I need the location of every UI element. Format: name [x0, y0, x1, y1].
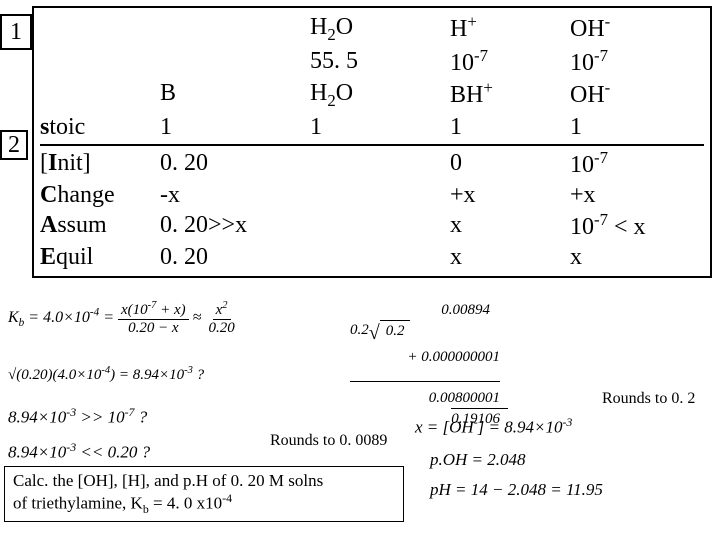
rounds-to-0089: Rounds to 0. 0089: [270, 432, 387, 450]
row-change-oh: +x: [570, 180, 700, 210]
row-init-oh: 10-7: [570, 148, 700, 180]
check-2: 8.94×10-3 << 0.20 ?: [8, 440, 150, 463]
row-init-label: [Init]: [40, 148, 160, 180]
poh-equation: p.OH = 2.048: [430, 450, 526, 470]
row-equil-oh: x: [570, 242, 700, 272]
row-init-b: 0. 20: [160, 148, 310, 180]
row-assum-oh: 10-7 < x: [570, 210, 700, 242]
hdr2-h2o: 55. 5: [310, 46, 440, 78]
check-1: 8.94×10-3 >> 10-7 ?: [8, 405, 147, 428]
row-init-hplus: 0: [440, 148, 570, 180]
hdr2-oh: 10-7: [570, 46, 700, 78]
row-equil-hplus: x: [440, 242, 570, 272]
hdr2-hplus: 10-7: [440, 46, 570, 78]
row-assum-hplus: x: [440, 210, 570, 242]
row-equil-b: 0. 20: [160, 242, 310, 272]
row-stoic-hplus: 1: [440, 112, 570, 142]
row-assum-label: Assum: [40, 210, 160, 242]
ice-table: H2O H+ OH- 55. 5 10-7 10-7 B H2O BH+ OH-…: [32, 6, 712, 278]
ph-equation: pH = 14 − 2.048 = 11.95: [430, 480, 603, 500]
row-change-label: Change: [40, 180, 160, 210]
rounds-to-02: Rounds to 0. 2: [602, 390, 695, 408]
callout-box-2: 2: [0, 130, 28, 160]
hdr3-b: B: [160, 78, 310, 112]
row-stoic-h2o: 1: [310, 112, 440, 142]
row-change-hplus: +x: [440, 180, 570, 210]
row-assum-b: 0. 20>>x: [160, 210, 310, 242]
row-stoic-b: 1: [160, 112, 310, 142]
row-change-b: -x: [160, 180, 310, 210]
kb-equation: Kb = 4.0×10-4 = x(10-7 + x) 0.20 − x ≈ x…: [8, 300, 318, 360]
hdr3-hplus: BH+: [440, 78, 570, 112]
problem-statement: Calc. the [OH], [H], and p.H of 0. 20 M …: [4, 466, 404, 522]
hdr-oh: OH-: [570, 12, 700, 46]
row-stoic-oh: 1: [570, 112, 700, 142]
hdr3-h2o: H2O: [310, 78, 440, 112]
long-division: 0.00894 0.2 √ 0.2 + 0.000000001 0.008000…: [350, 300, 508, 429]
hdr3-oh: OH-: [570, 78, 700, 112]
problem-line-1: Calc. the [OH], [H], and p.H of 0. 20 M …: [13, 471, 395, 491]
row-equil-label: Equil: [40, 242, 160, 272]
callout-box-1: 1: [0, 14, 32, 50]
x-equals-oh: x = [OH-] = 8.94×10-3: [415, 415, 572, 438]
sqrt-equation: √(0.20)(4.0×10-4) = 8.94×10-3 ?: [8, 365, 204, 384]
problem-line-2: of triethylamine, Kb = 4. 0 x10-4: [13, 491, 395, 517]
hdr-h2o: H2O: [310, 12, 440, 46]
hdr-hplus: H+: [440, 12, 570, 46]
row-stoic-label: stoic: [40, 112, 160, 142]
